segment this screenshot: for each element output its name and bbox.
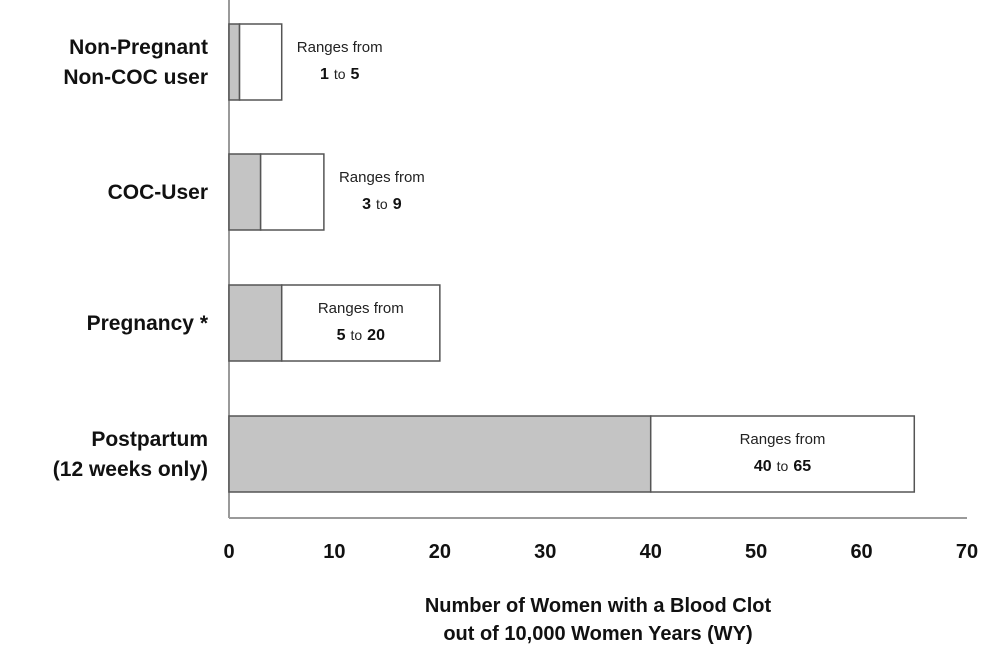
x-tick-label: 40 [640,541,662,563]
category-label: Non-Pregnant [69,36,208,59]
bar-segment-low [228,284,283,362]
x-tick-label: 60 [850,541,872,563]
range-low-value: 1 [320,66,329,83]
category-label: COC-User [108,181,208,204]
range-to-word: to [376,196,388,212]
bar-segment-high [238,23,283,101]
category-label: Postpartum [91,428,208,451]
x-tick-label: 10 [323,541,345,563]
range-prefix-text: Ranges from [318,300,404,317]
range-low-value: 5 [337,327,346,344]
range-to-word: to [350,327,362,343]
category-labels: Non-Pregnant Non-COC user COC-User Pregnanc… [53,36,209,481]
category-label: (12 weeks only) [53,458,208,481]
range-to-word: to [334,66,346,82]
range-low-value: 40 [754,458,772,475]
bar-segment-low [228,153,262,231]
bar-segment-low [228,23,241,101]
x-tick-label: 20 [429,541,451,563]
bar-segment-high [280,284,441,362]
x-tick-label: 30 [534,541,556,563]
category-label: Pregnancy * [87,312,209,335]
range-prefix-text: Ranges from [297,39,383,56]
x-tick-labels: 0 10 20 30 40 50 60 70 [223,541,978,563]
x-axis-title-line-2: out of 10,000 Women Years (WY) [443,623,752,645]
range-low-value: 3 [362,196,371,213]
range-prefix-text: Ranges from [740,431,826,448]
range-values: 1 to 5 [320,66,360,83]
bar-segment-high [259,153,325,231]
range-prefix-text: Ranges from [339,169,425,186]
x-axis-title-line-1: Number of Women with a Blood Clot [425,595,772,617]
range-high-value: 9 [393,196,402,213]
range-to-word: to [777,458,789,474]
category-label: Non-COC user [63,66,208,89]
range-values: 5 to 20 [337,327,385,344]
range-high-value: 65 [793,458,811,475]
range-high-value: 20 [367,327,385,344]
x-axis-title: Number of Women with a Blood Clot out of … [425,595,772,645]
bar-segment-high [649,415,916,493]
x-tick-label: 50 [745,541,767,563]
x-tick-label: 0 [223,541,234,563]
range-values: 3 to 9 [362,196,402,213]
x-tick-label: 70 [956,541,978,563]
bars [228,23,916,493]
bar-segment-low [228,415,652,493]
range-high-value: 5 [351,66,360,83]
range-values: 40 to 65 [754,458,811,475]
